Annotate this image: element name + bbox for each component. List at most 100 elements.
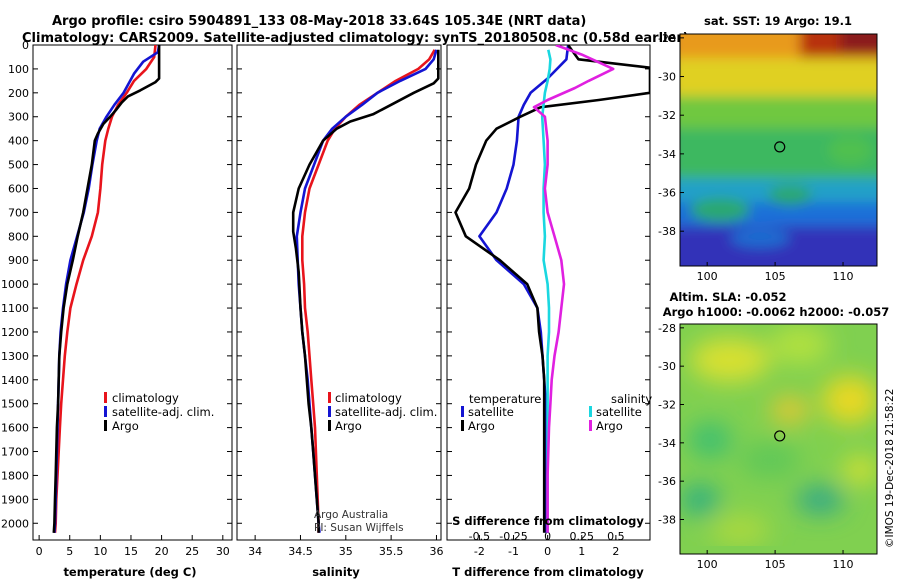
temperature-axes	[32, 44, 233, 541]
legend-label-argo: Argo	[335, 419, 362, 433]
x-tick-label: 20	[155, 545, 169, 558]
sla-map-field	[680, 325, 877, 546]
legend-swatch-argo	[328, 420, 331, 431]
sst-map-field	[680, 34, 877, 266]
map-y-tick-label: -30	[658, 71, 676, 84]
depth-tick-label: 300	[8, 111, 29, 124]
x-tick-label: 34.5	[288, 545, 313, 558]
temperature-legend: climatology satellite-adj. clim. Argo	[104, 391, 214, 433]
x-tick-label: 1	[578, 545, 585, 558]
x2-tick-label: 0.25	[570, 530, 595, 543]
depth-tick-label: 100	[8, 63, 29, 76]
difference-axes	[446, 44, 651, 541]
imos-timestamp: ©IMOS 19-Dec-2018 21:58:22	[884, 389, 896, 548]
x-tick-label: 34	[248, 545, 262, 558]
map-y-tick-label: -30	[658, 360, 676, 373]
depth-tick-label: 1700	[1, 446, 29, 459]
temperature-ticks: 0 5 10 15 20 25 30	[33, 44, 232, 558]
legend-swatch-satellite-adj	[104, 406, 107, 417]
argo-location-marker	[774, 141, 786, 153]
salinity-xlabel: salinity	[312, 565, 360, 579]
series-line-t-satellite	[478, 45, 570, 533]
depth-tick-label: 1500	[1, 398, 29, 411]
depth-tick-label: 1300	[1, 350, 29, 363]
salinity-lines	[291, 49, 440, 533]
credit-line-2: PI: Susan Wijffels	[314, 522, 404, 534]
credit-line-1: Argo Australia	[314, 509, 388, 521]
legend-label-s-argo: Argo	[596, 419, 623, 433]
sst-map-title: sat. SST: 19 Argo: 19.1	[704, 14, 852, 28]
series-line-satellite-adj-clim-	[53, 45, 161, 533]
x2-tick-label: -0.5	[469, 530, 490, 543]
series-line-t-argo	[454, 45, 650, 533]
x-tick-label: 35.5	[379, 545, 404, 558]
difference-legend: temperature salinity satellite Argo sate…	[461, 392, 652, 433]
depth-tick-label: 0	[22, 39, 29, 52]
depth-tick-label: 900	[8, 254, 29, 267]
difference-ticks: -2 -1 0 1 2 -0.5 -0.25 0 0.25 0.5	[447, 44, 650, 558]
legend-label-t-argo: Argo	[468, 419, 495, 433]
series-line-satellite-adj-clim-	[295, 49, 438, 533]
depth-tick-label: 1600	[1, 422, 29, 435]
map-x-tick-label: 110	[833, 558, 854, 571]
sst-map-frame	[679, 33, 878, 267]
difference-panel: -2 -1 0 1 2 -0.5 -0.25 0 0.25 0.5 T difference fr…	[446, 44, 652, 579]
x-tick-label: -1	[508, 545, 519, 558]
temperature-lines	[52, 45, 161, 533]
map-x-tick-label: 110	[833, 270, 854, 283]
legend-swatch-climatology	[328, 392, 331, 403]
legend-label-satellite-adj: satellite-adj. clim.	[335, 405, 437, 419]
series-line-argo	[52, 45, 161, 533]
map-y-tick-label: -28	[658, 32, 676, 45]
depth-tick-label: 2000	[1, 517, 29, 530]
depth-tick-label: 500	[8, 159, 29, 172]
map-y-tick-label: -36	[658, 187, 676, 200]
map-x-tick-label: 105	[765, 558, 786, 571]
difference-lines	[454, 45, 650, 533]
map-y-tick-label: -32	[658, 399, 676, 412]
map-y-tick-label: -34	[658, 148, 676, 161]
depth-tick-label: 700	[8, 206, 29, 219]
x-tick-label: 5	[66, 545, 73, 558]
legend-swatch-satellite-adj	[328, 406, 331, 417]
sla-map-frame	[679, 323, 878, 555]
legend-swatch-s-satellite	[589, 406, 592, 417]
x-tick-label: 0	[36, 545, 43, 558]
x2-tick-label: 0	[544, 530, 551, 543]
map-y-tick-label: -36	[658, 475, 676, 488]
t-difference-xlabel: T difference from climatology	[452, 565, 644, 579]
depth-tick-label: 1800	[1, 469, 29, 482]
depth-tick-label: 1000	[1, 278, 29, 291]
x-tick-label: 0	[544, 545, 551, 558]
salinity-axes	[236, 44, 442, 541]
legend-title-temperature: temperature	[469, 392, 541, 406]
sst-map: sat. SST: 19 Argo: 19.1 100 105 110-28-3	[658, 14, 878, 283]
x2-tick-label: -0.25	[499, 530, 527, 543]
legend-swatch-climatology	[104, 392, 107, 403]
map-y-tick-label: -34	[658, 437, 676, 450]
depth-tick-label: 200	[8, 87, 29, 100]
temperature-panel: 0100200300400500600700800900100011001200…	[1, 39, 233, 579]
salinity-legend: climatology satellite-adj. clim. Argo	[328, 391, 437, 433]
map-y-tick-label: -28	[658, 322, 676, 335]
legend-title-salinity: salinity	[611, 392, 652, 406]
depth-tick-label: 1200	[1, 326, 29, 339]
legend-label-climatology: climatology	[112, 391, 179, 405]
legend-label-satellite-adj: satellite-adj. clim.	[112, 405, 214, 419]
map-x-tick-label: 100	[697, 558, 718, 571]
sla-map-ticks: 100 105 110 -28 -30 -32 -34 -36 -38	[658, 322, 854, 571]
depth-tick-label: 600	[8, 182, 29, 195]
depth-tick-label: 1100	[1, 302, 29, 315]
salinity-panel: 34 34.5 35 35.5 36 salinity climatology sate…	[236, 44, 443, 579]
legend-label-argo: Argo	[112, 419, 139, 433]
depth-tick-label: 400	[8, 135, 29, 148]
sla-map-title: Altim. SLA: -0.052	[669, 290, 786, 304]
legend-label-t-satellite: satellite	[468, 405, 514, 419]
series-line-argo	[291, 49, 440, 533]
s-difference-xlabel: S difference from climatology	[452, 514, 644, 528]
depth-tick-label: 1400	[1, 374, 29, 387]
x-tick-label: 10	[93, 545, 107, 558]
x-tick-label: 35	[339, 545, 353, 558]
salinity-ticks: 34 34.5 35 35.5 36	[237, 44, 443, 558]
